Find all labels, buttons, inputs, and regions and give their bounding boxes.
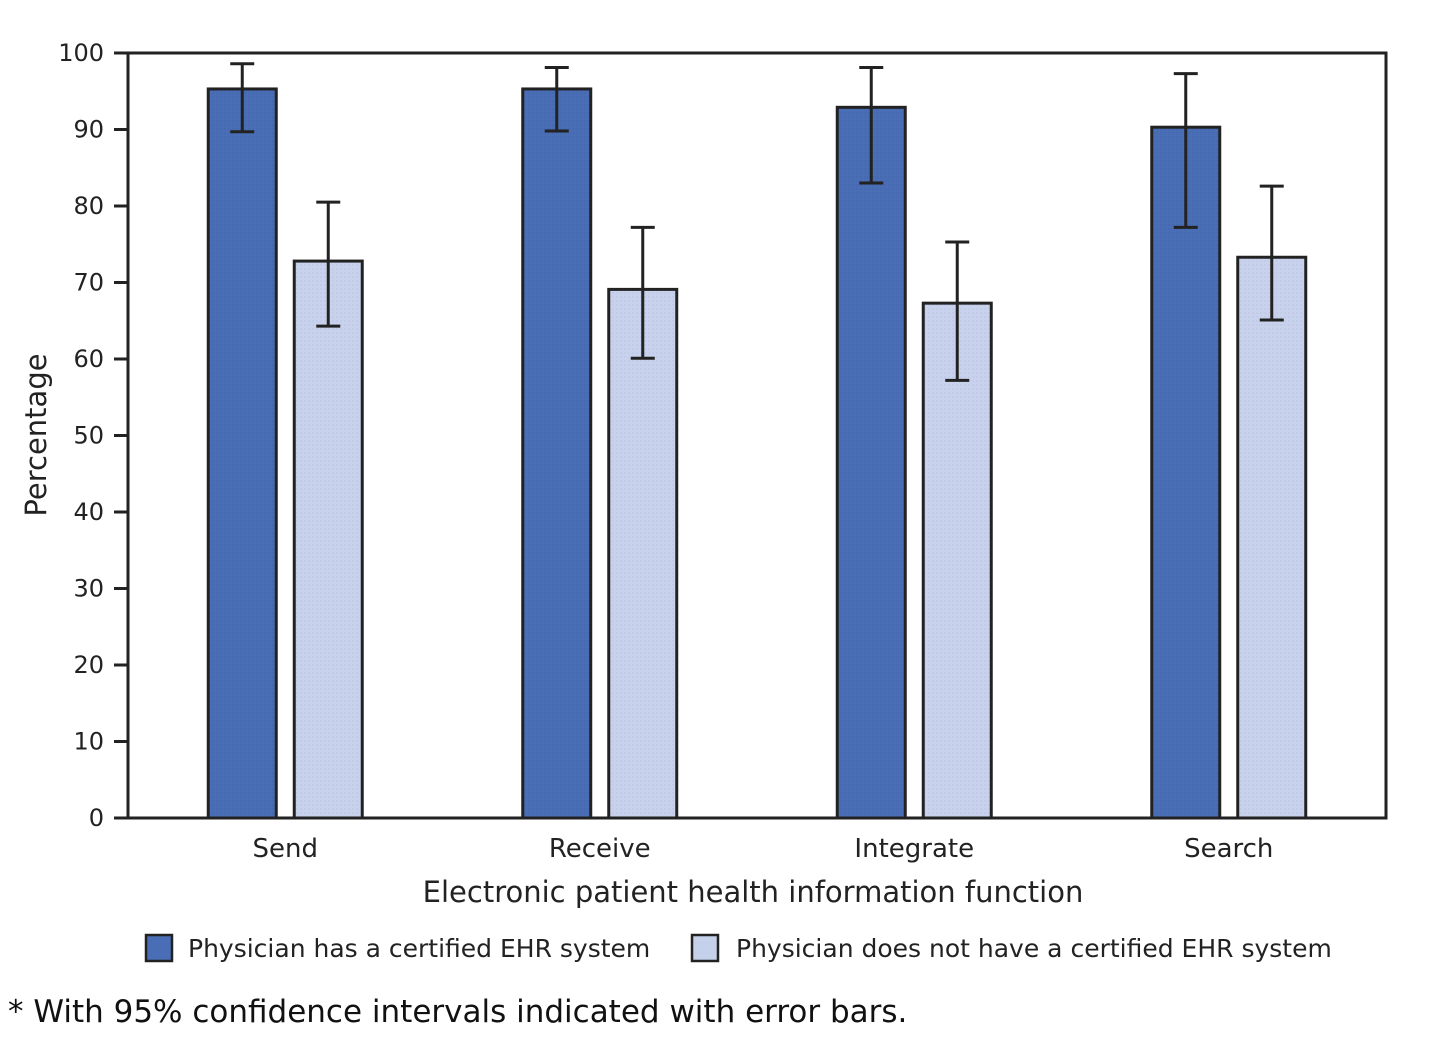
error-bar-search-certified	[1173, 72, 1198, 229]
legend: Physician has a certified EHR system Phy…	[144, 933, 1332, 963]
bar-integrate-not-certified	[921, 301, 993, 820]
x-tick-label-search: Search	[1184, 834, 1273, 864]
bar-search-certified	[1150, 125, 1222, 820]
error-bars	[230, 62, 1284, 382]
error-bar-integrate-certified	[859, 66, 884, 185]
error-bar-send-certified	[230, 62, 255, 134]
y-tick-label: 50	[73, 422, 104, 450]
bar-send-certified	[206, 87, 278, 820]
y-tick-label: 70	[73, 269, 104, 297]
bar-integrate-certified	[835, 105, 907, 820]
y-tick-label: 20	[73, 651, 104, 679]
x-tick-label-receive: Receive	[549, 834, 651, 864]
y-tick-label: 100	[58, 39, 104, 67]
legend-label-certified: Physician has a certified EHR system	[188, 934, 650, 963]
y-tick-label: 60	[73, 345, 104, 373]
x-axis-title: Electronic patient health information fu…	[423, 875, 1084, 909]
bar-receive-certified	[521, 87, 593, 820]
legend-swatch-not-certified	[690, 933, 720, 963]
x-tick-label-send: Send	[253, 834, 318, 864]
bar-receive-not-certified	[607, 287, 679, 820]
error-bar-send-not-certified	[316, 200, 341, 328]
y-tick-label: 10	[73, 728, 104, 756]
y-tick-label: 30	[73, 575, 104, 603]
bars	[206, 87, 1308, 820]
legend-label-not-certified: Physician does not have a certified EHR …	[736, 934, 1332, 963]
error-bar-integrate-not-certified	[945, 240, 970, 382]
y-axis: 0 10 20 30 40 50 60 70 80 90 100	[58, 39, 128, 832]
footnote: * With 95% confidence intervals indicate…	[8, 994, 908, 1030]
bar-search-not-certified	[1236, 255, 1308, 820]
x-tick-label-integrate: Integrate	[854, 834, 974, 864]
y-tick-label: 80	[73, 192, 104, 220]
bar-send-not-certified	[292, 259, 364, 820]
error-bar-receive-certified	[544, 66, 569, 133]
x-axis: Send Receive Integrate Search	[253, 834, 1274, 864]
error-bar-receive-not-certified	[630, 225, 655, 360]
y-axis-title: Percentage	[19, 353, 53, 516]
error-bar-search-not-certified	[1259, 184, 1284, 322]
y-tick-label: 40	[73, 498, 104, 526]
legend-swatch-certified	[144, 933, 174, 963]
y-tick-label: 90	[73, 116, 104, 144]
y-tick-label: 0	[89, 804, 104, 832]
